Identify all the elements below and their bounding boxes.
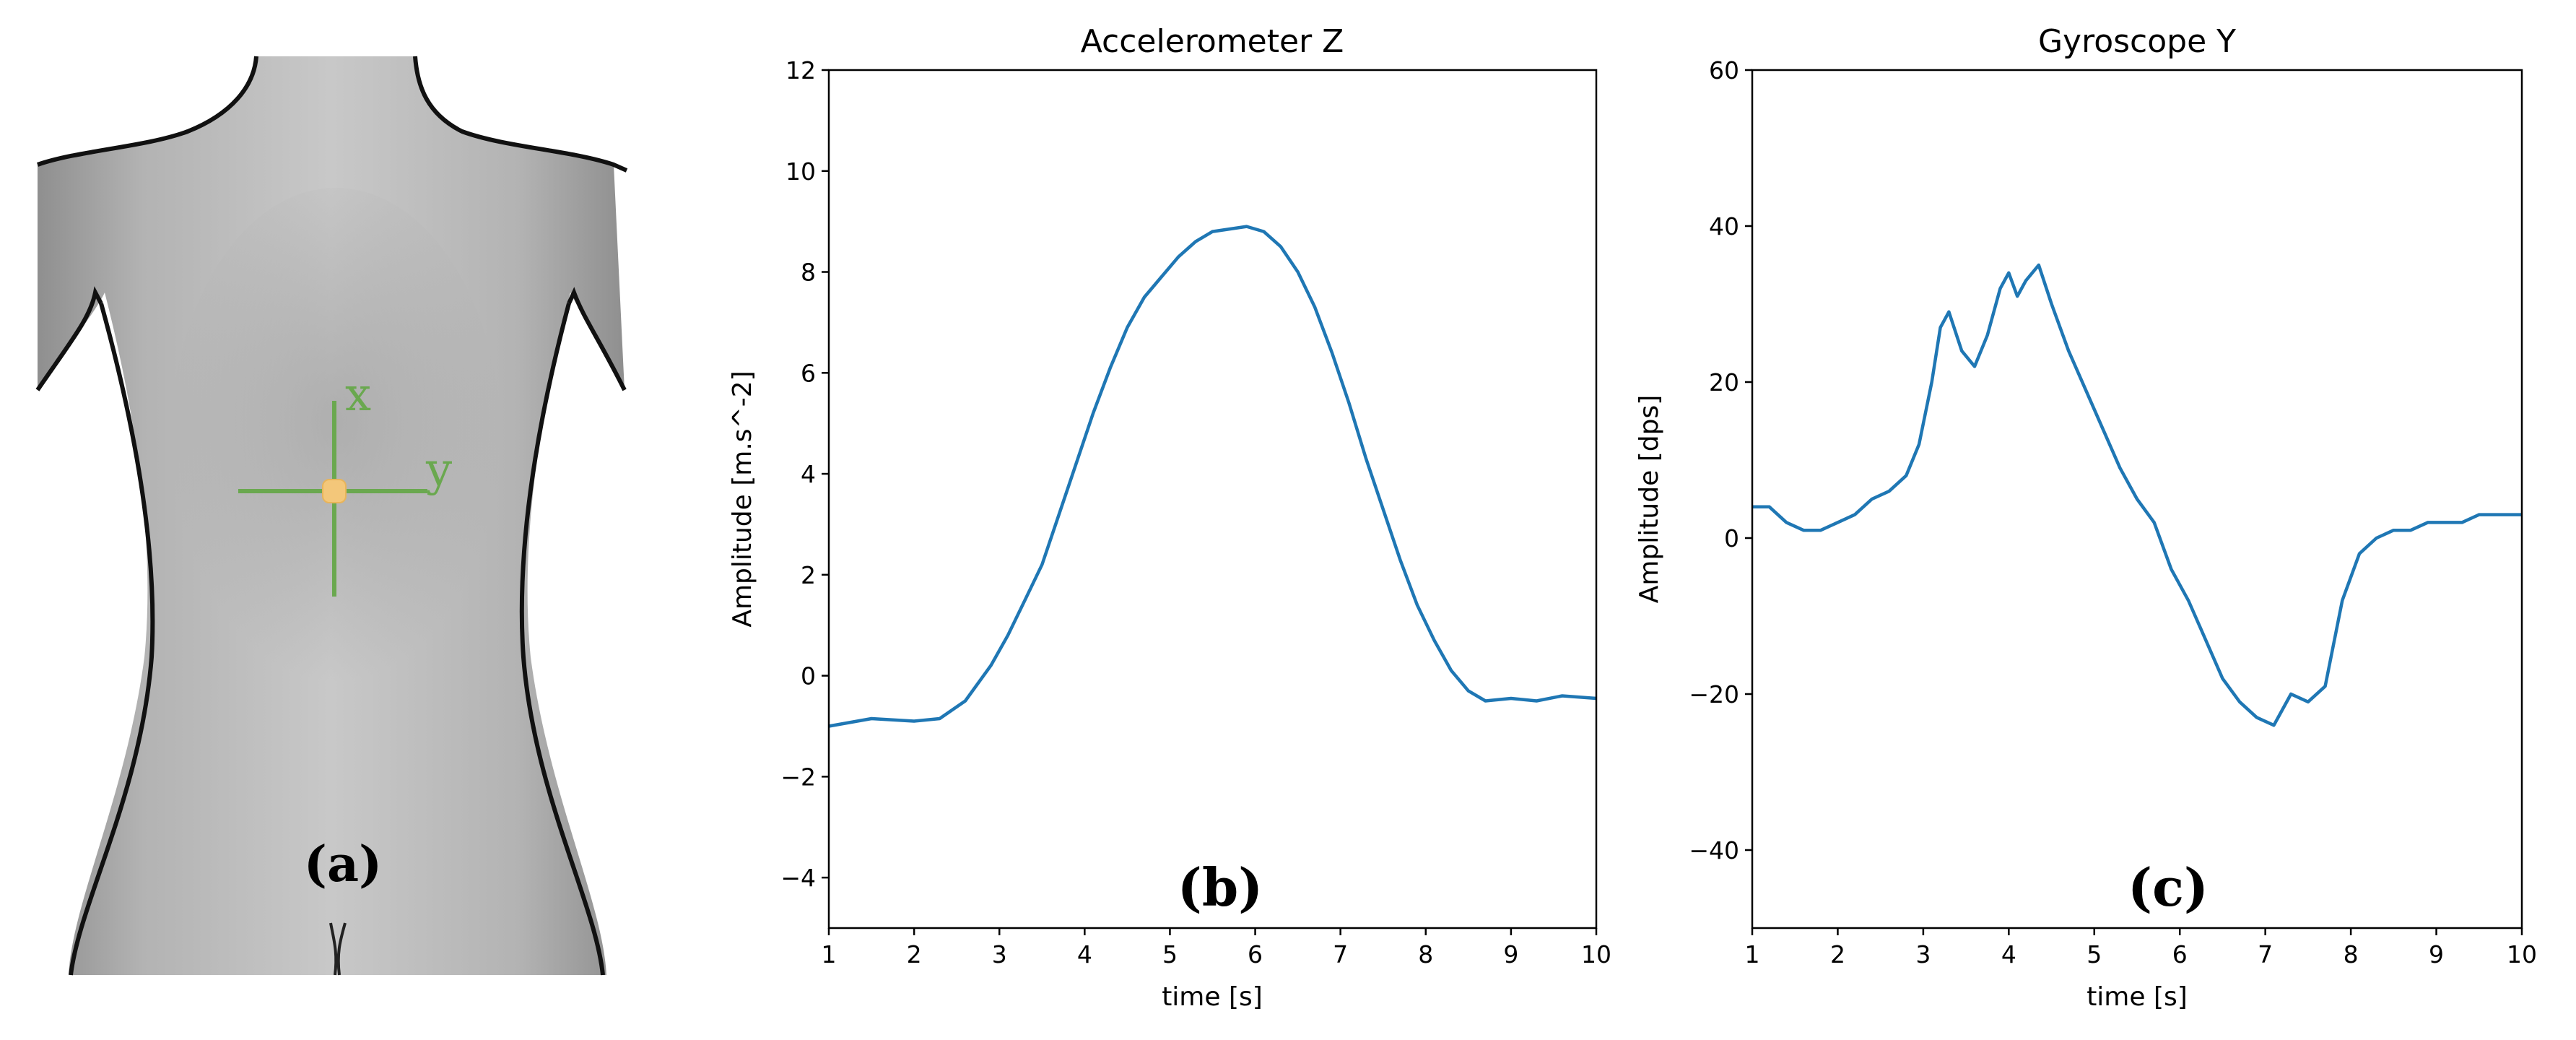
panel-a-label: (a) (304, 836, 382, 893)
spine-cleft-outline (329, 922, 347, 976)
chart-b-x-axis-label: time [s] (1162, 982, 1263, 1012)
x-tick-label: 6 (1248, 940, 1263, 968)
panel-a-body-illustration: x y (a) (35, 56, 628, 976)
x-tick-label: 4 (1077, 940, 1092, 968)
sensor-y-axis-label: y (425, 443, 452, 497)
x-tick-label: 7 (1333, 940, 1348, 968)
left-waist-outline (69, 303, 155, 976)
left-arm-outline (35, 286, 103, 391)
x-tick-label: 7 (2258, 940, 2273, 968)
y-tick-label: 10 (786, 157, 816, 186)
chart-c-title: Gyroscope Y (2038, 23, 2236, 60)
left-shoulder-outline (37, 56, 258, 167)
chart-c-x-ticks: 1 2 3 4 5 6 7 8 9 10 (1745, 928, 2537, 968)
x-tick-label: 8 (2344, 940, 2359, 968)
right-shoulder-outline (413, 56, 628, 173)
chart-b-y-ticks: −4 −2 0 2 4 6 8 10 12 (780, 56, 829, 892)
x-tick-label: 10 (1581, 940, 1611, 968)
y-tick-label: −2 (780, 763, 816, 791)
chart-b-title: Accelerometer Z (1081, 23, 1344, 60)
chart-gyroscope-y: Gyroscope Y −40 −20 0 20 40 60 1 2 3 4 5 6 7 8 9 10 ti… (1635, 23, 2537, 1012)
y-tick-label: 20 (1709, 368, 1739, 396)
chart-c-series-line (1752, 263, 2522, 727)
chart-b-plot-frame (827, 69, 1598, 930)
x-tick-label: 4 (2001, 940, 2016, 968)
x-tick-label: 9 (1503, 940, 1518, 968)
chart-b-series-line (828, 225, 1597, 728)
x-tick-label: 2 (907, 940, 922, 968)
y-tick-label: 2 (801, 561, 816, 589)
y-tick-label: −4 (780, 864, 816, 892)
right-arm-outline (567, 287, 627, 391)
x-tick-label: 8 (1418, 940, 1433, 968)
sensor-marker (322, 479, 347, 503)
panel-c-label: (c) (2128, 857, 2209, 918)
x-tick-label: 1 (822, 940, 837, 968)
sensor-x-axis-label: x (345, 368, 371, 422)
chart-c-plot-frame (1751, 69, 2523, 930)
y-tick-label: 60 (1709, 56, 1739, 84)
x-tick-label: 10 (2507, 940, 2537, 968)
x-tick-label: 5 (2087, 940, 2102, 968)
panel-b-label: (b) (1178, 857, 1263, 918)
y-tick-label: 40 (1709, 212, 1739, 240)
y-tick-label: 6 (801, 359, 816, 387)
y-tick-label: 0 (801, 662, 816, 690)
x-tick-label: 2 (1830, 940, 1845, 968)
x-tick-label: 6 (2172, 940, 2188, 968)
x-tick-label: 5 (1162, 940, 1178, 968)
chart-c-y-axis-label: Amplitude [dps] (1635, 395, 1664, 603)
chart-b-y-axis-label: Amplitude [m.s^-2] (728, 370, 757, 627)
x-tick-label: 3 (992, 940, 1007, 968)
chart-c-x-axis-label: time [s] (2087, 982, 2188, 1012)
y-tick-label: 12 (786, 56, 816, 84)
y-tick-label: 4 (801, 460, 816, 488)
right-waist-outline (519, 303, 605, 976)
x-tick-label: 3 (1915, 940, 1931, 968)
x-tick-label: 9 (2429, 940, 2444, 968)
y-tick-label: 8 (801, 259, 816, 287)
y-tick-label: 0 (1724, 524, 1739, 552)
x-tick-label: 1 (1745, 940, 1760, 968)
chart-c-y-ticks: −40 −20 0 20 40 60 (1689, 56, 1752, 864)
y-tick-label: −20 (1689, 680, 1739, 708)
y-tick-label: −40 (1689, 836, 1739, 864)
chart-b-x-ticks: 1 2 3 4 5 6 7 8 9 10 (822, 928, 1611, 968)
